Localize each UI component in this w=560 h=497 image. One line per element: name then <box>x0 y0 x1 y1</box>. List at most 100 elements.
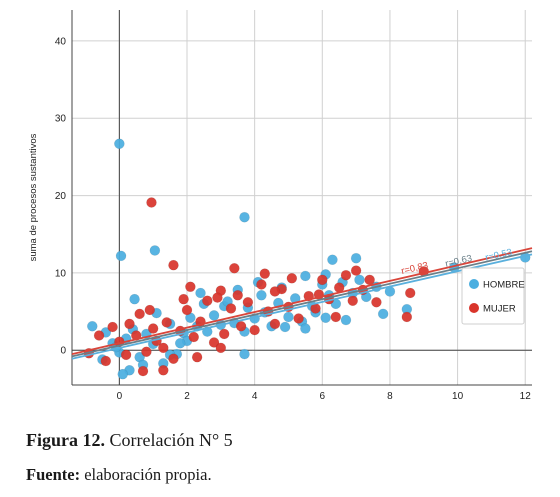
data-point-hombre <box>114 138 125 150</box>
data-point-hombre <box>256 290 267 301</box>
data-point-mujer <box>229 262 240 274</box>
figure-caption: Figura 12. Correlación N° 5 <box>26 430 233 451</box>
axes: 0 2 4 6 8 10 12 0 10 20 30 40 suma de procesos susta… <box>28 10 532 402</box>
data-point-mujer <box>124 318 135 330</box>
series-hombre <box>86 138 531 380</box>
data-point-mujer <box>147 323 159 334</box>
data-point-mujer <box>232 290 244 301</box>
source-label: Fuente: <box>26 465 81 484</box>
data-point-mujer <box>93 330 105 341</box>
legend-label-hombre: HOMBRE <box>483 280 525 291</box>
series-mujer <box>83 197 430 377</box>
data-point-mujer <box>158 342 169 354</box>
x-tick-label: 8 <box>387 391 393 402</box>
data-point-mujer <box>158 365 169 376</box>
data-point-mujer <box>100 355 112 367</box>
data-point-mujer <box>364 274 375 286</box>
figure-label: Figura 12. <box>26 430 105 450</box>
y-axis-title: suma de procesos sustantivos <box>28 133 39 261</box>
data-point-mujer <box>185 281 196 293</box>
data-point-mujer <box>242 296 254 308</box>
data-point-mujer <box>201 295 213 307</box>
data-point-mujer <box>178 293 189 305</box>
data-point-mujer <box>208 337 220 348</box>
data-point-hombre <box>115 250 127 262</box>
data-point-mujer <box>340 269 352 281</box>
data-point-mujer <box>371 296 382 308</box>
data-point-mujer <box>141 346 152 358</box>
data-point-hombre <box>340 314 352 326</box>
source-caption: Fuente: elaboración propia. <box>26 465 212 485</box>
data-point-mujer <box>120 349 132 361</box>
data-point-mujer <box>347 295 359 307</box>
data-point-hombre <box>283 311 294 323</box>
legend-marker-mujer <box>469 303 479 313</box>
legend-box <box>461 267 525 325</box>
y-tick-label: 30 <box>55 114 67 125</box>
legend-label-mujer: MUJER <box>483 304 516 315</box>
y-tick-label: 20 <box>55 191 67 202</box>
chart-canvas: 0 2 4 6 8 10 12 0 10 20 30 40 suma de procesos susta… <box>28 10 533 402</box>
x-tick-label: 10 <box>452 391 464 402</box>
data-point-mujer <box>144 304 156 316</box>
data-point-mujer <box>316 274 328 286</box>
data-point-mujer <box>269 318 281 330</box>
data-point-hombre <box>327 254 338 266</box>
data-points <box>83 138 531 380</box>
data-point-mujer <box>350 265 362 276</box>
scatter-chart: 0 2 4 6 8 10 12 0 10 20 30 40 suma de procesos susta… <box>28 10 533 402</box>
fit-lines: r=0,83 r=0,63 r=0,53 <box>71 247 533 360</box>
data-point-mujer <box>225 303 237 314</box>
data-point-mujer <box>134 308 145 320</box>
data-point-hombre <box>239 348 250 360</box>
data-point-hombre <box>208 310 220 321</box>
data-point-mujer <box>259 268 271 279</box>
x-tick-label: 12 <box>520 391 532 402</box>
data-point-mujer <box>191 351 203 363</box>
x-tick-label: 4 <box>252 391 258 402</box>
data-point-hombre <box>86 320 98 332</box>
data-point-hombre <box>354 274 365 286</box>
data-point-mujer <box>235 320 247 332</box>
data-point-mujer <box>293 313 304 324</box>
data-point-hombre <box>117 368 129 380</box>
y-tick-label: 0 <box>60 346 66 357</box>
fit-line-all <box>71 250 533 358</box>
data-point-mujer <box>249 324 260 336</box>
data-point-mujer <box>404 287 416 299</box>
data-point-hombre <box>239 211 250 223</box>
figure-text: Correlación N° 5 <box>105 430 233 450</box>
data-point-mujer <box>161 317 173 328</box>
x-tick-label: 2 <box>184 391 190 402</box>
data-point-mujer <box>181 304 193 316</box>
fit-line-mujer <box>71 247 533 355</box>
y-tick-label: 10 <box>55 268 67 279</box>
data-point-mujer <box>218 328 230 340</box>
data-point-mujer <box>401 311 413 323</box>
data-point-mujer <box>146 197 157 208</box>
data-point-mujer <box>168 353 179 365</box>
data-point-hombre <box>174 337 186 349</box>
legend-marker-hombre <box>469 279 479 289</box>
source-text: elaboración propia. <box>80 465 212 484</box>
data-point-hombre <box>279 321 291 333</box>
data-point-hombre <box>195 287 206 299</box>
y-tick-label: 40 <box>55 36 67 47</box>
x-tick-label: 0 <box>117 391 123 402</box>
data-point-mujer <box>137 365 149 377</box>
data-point-mujer <box>215 342 227 354</box>
x-tick-label: 6 <box>320 391 326 402</box>
data-point-hombre <box>129 293 140 305</box>
fit-line-hombre <box>71 253 533 360</box>
data-point-hombre <box>300 270 311 282</box>
data-point-mujer <box>212 292 223 303</box>
data-point-mujer <box>269 286 281 297</box>
data-point-hombre <box>300 323 311 334</box>
data-point-mujer <box>330 311 342 323</box>
data-point-hombre <box>320 312 331 324</box>
data-point-hombre <box>377 308 389 320</box>
data-point-hombre <box>350 252 362 264</box>
data-point-mujer <box>256 279 267 290</box>
legend: HOMBRE MUJER <box>461 267 525 325</box>
data-point-mujer <box>168 259 179 271</box>
